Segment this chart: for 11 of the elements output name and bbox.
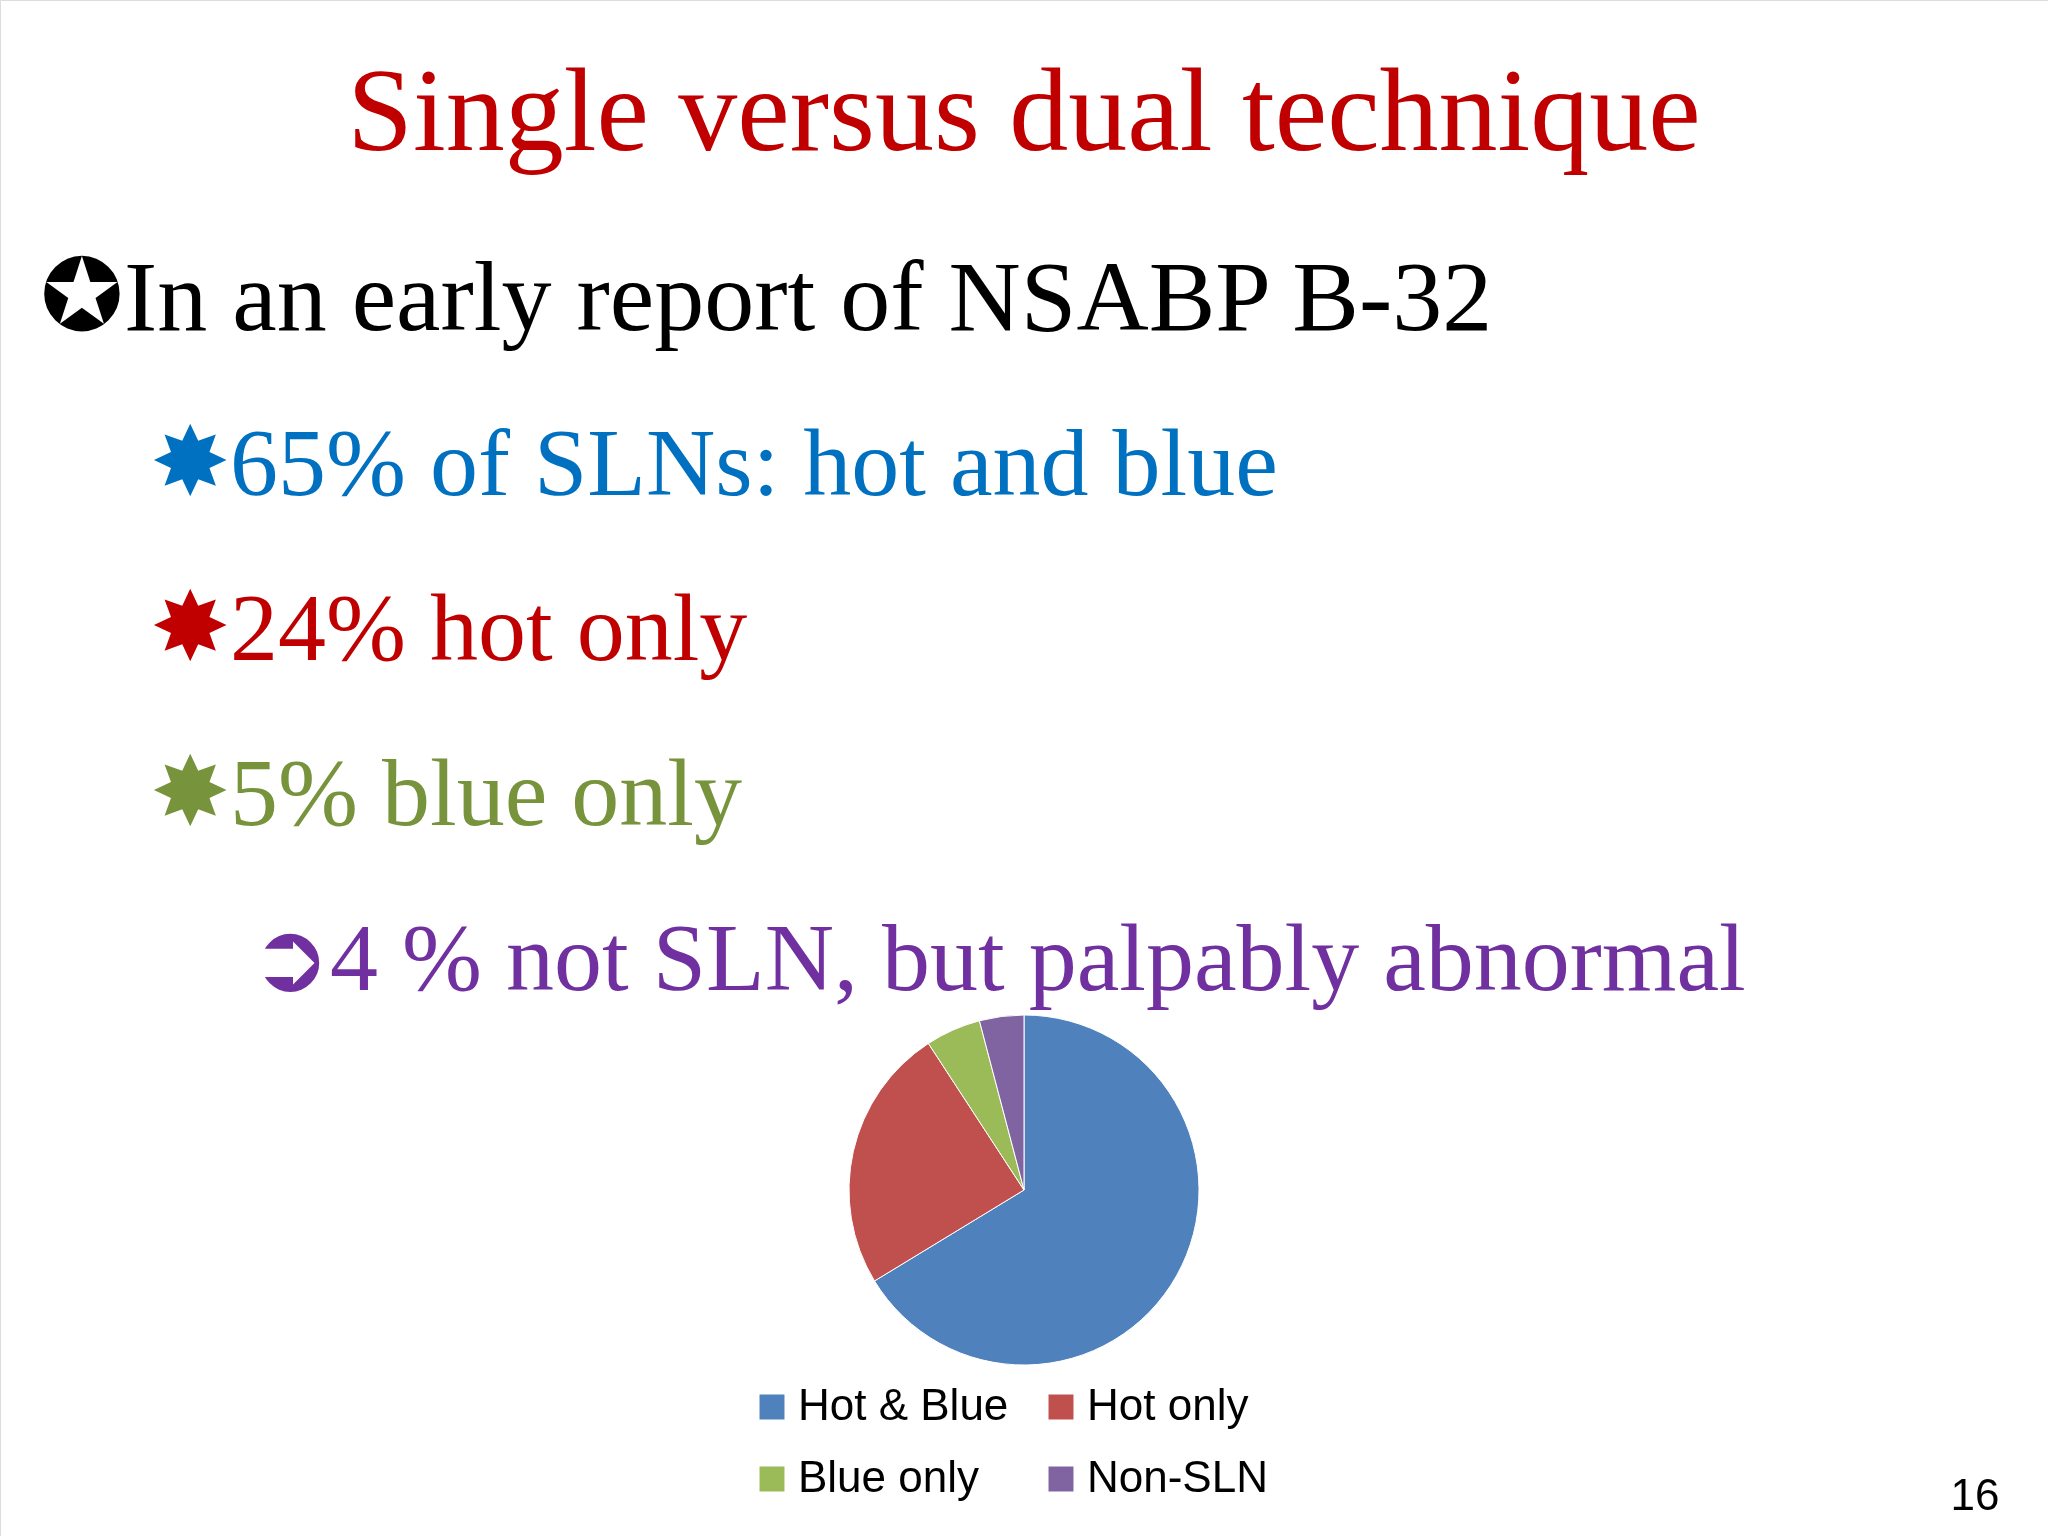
legend-label: Non-SLN <box>1087 1452 1268 1501</box>
legend-label: Hot only <box>1087 1380 1249 1429</box>
chart-title: Single versus dual technique <box>347 45 1701 176</box>
legend-label: Blue only <box>798 1452 980 1501</box>
text: ✪In an early report of NSABP B-32 <box>40 241 1493 352</box>
text: ✸5% blue only <box>150 739 742 846</box>
text: 16 <box>1950 1470 2000 1519</box>
text: ✸65% of SLNs: hot and blue <box>150 409 1278 516</box>
text: ✸24% hot only <box>150 574 748 681</box>
legend-label: Hot & Blue <box>798 1380 1009 1429</box>
text: ➲4 % not SLN, but palpably abnormal <box>250 904 1746 1011</box>
